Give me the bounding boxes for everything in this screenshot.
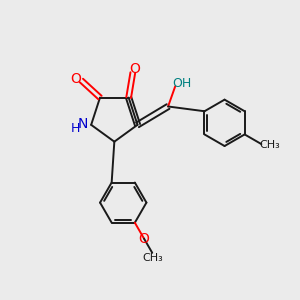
Text: O: O: [129, 62, 140, 76]
Text: N: N: [78, 117, 88, 131]
Text: OH: OH: [172, 77, 191, 90]
Text: CH₃: CH₃: [259, 140, 280, 150]
Text: O: O: [138, 232, 149, 246]
Text: H: H: [71, 122, 80, 135]
Text: O: O: [70, 72, 82, 86]
Text: CH₃: CH₃: [142, 253, 163, 263]
